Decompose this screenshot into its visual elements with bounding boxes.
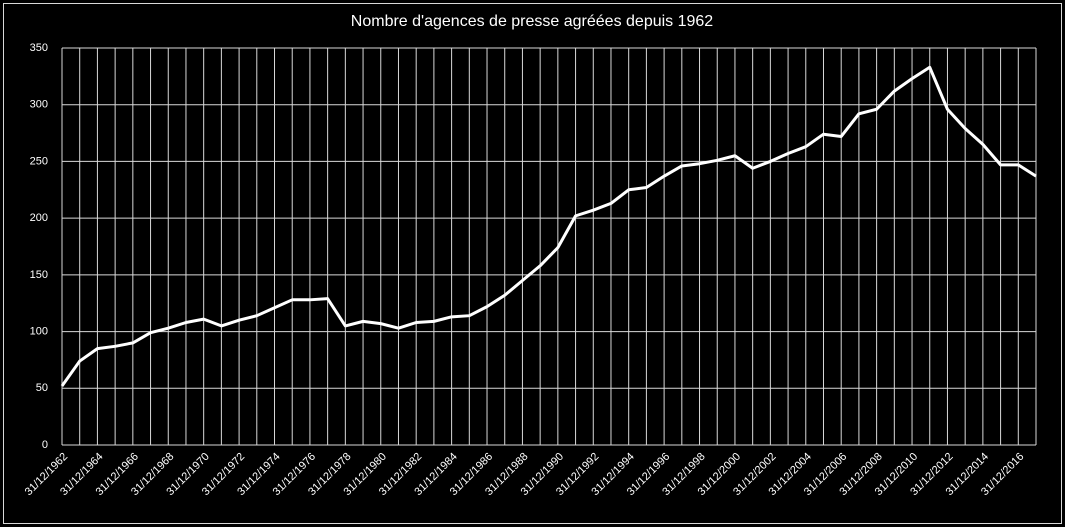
- y-tick-label: 50: [36, 382, 48, 394]
- chart-border: [3, 3, 1062, 524]
- data-line: [60, 65, 1037, 387]
- y-tick-label: 150: [30, 269, 48, 281]
- y-tick-label: 0: [42, 439, 48, 451]
- y-tick-label: 350: [30, 42, 48, 54]
- y-tick-label: 300: [30, 99, 48, 111]
- y-tick-label: 200: [30, 212, 48, 224]
- y-tick-label: 250: [30, 155, 48, 167]
- y-tick-label: 100: [30, 325, 48, 337]
- chart-title: Nombre d'agences de presse agréées depui…: [351, 13, 714, 30]
